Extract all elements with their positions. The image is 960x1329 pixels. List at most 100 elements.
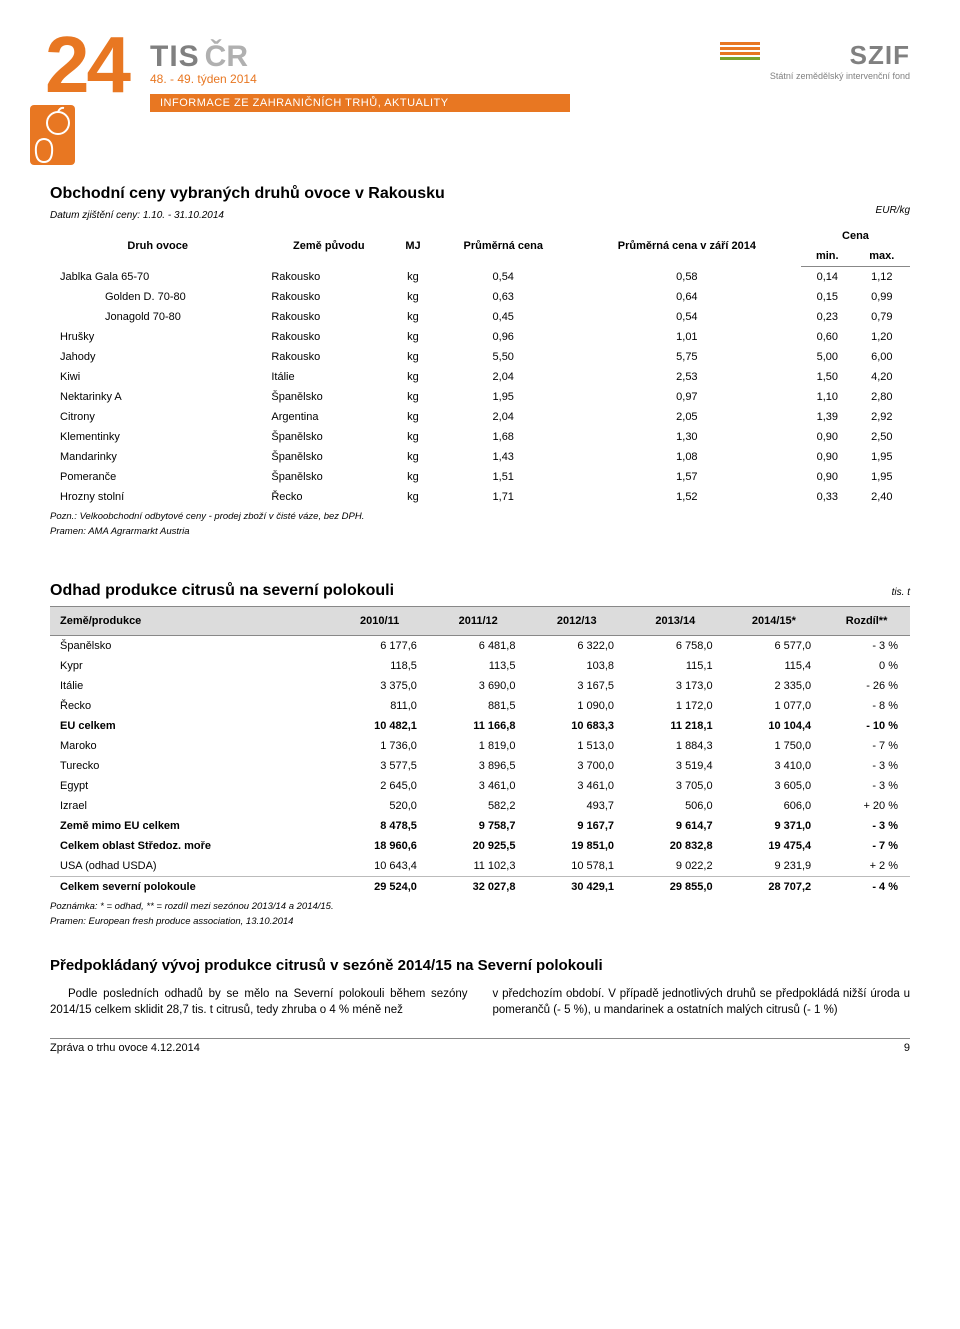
szif-text: SZIF bbox=[770, 40, 910, 71]
table-cell: Kiwi bbox=[50, 367, 265, 387]
sub-heading: Předpokládaný vývoj produkce citrusů v s… bbox=[50, 957, 910, 974]
table-cell: 3 577,5 bbox=[330, 756, 429, 776]
table-header-cell: 2010/11 bbox=[330, 607, 429, 636]
table-cell: 2 645,0 bbox=[330, 776, 429, 796]
table-cell: kg bbox=[392, 427, 433, 447]
table-cell: Rakousko bbox=[265, 287, 392, 307]
table-cell: 1,08 bbox=[573, 447, 801, 467]
table-cell: 0,79 bbox=[854, 307, 910, 327]
table-cell: Maroko bbox=[50, 736, 330, 756]
table-cell: 32 027,8 bbox=[429, 877, 528, 898]
table-cell: 28 707,2 bbox=[725, 877, 824, 898]
table-cell: 5,75 bbox=[573, 347, 801, 367]
table-cell: 1,01 bbox=[573, 327, 801, 347]
t1-h-zari: Průměrná cena v září 2014 bbox=[573, 226, 801, 267]
table-cell: - 7 % bbox=[823, 836, 910, 856]
table-cell: kg bbox=[392, 367, 433, 387]
table-row: Nektarinky AŠpanělskokg1,950,971,102,80 bbox=[50, 387, 910, 407]
table-cell: 0,64 bbox=[573, 287, 801, 307]
table-cell: 1,68 bbox=[434, 427, 573, 447]
table-cell: 18 960,6 bbox=[330, 836, 429, 856]
table1-date: Datum zjištění ceny: 1.10. - 31.10.2014 bbox=[50, 210, 224, 221]
table-cell: Turecko bbox=[50, 756, 330, 776]
table-cell: 1,57 bbox=[573, 467, 801, 487]
t1-h-cena: Cena bbox=[801, 226, 910, 246]
table-row: Celkem oblast Středoz. moře18 960,620 92… bbox=[50, 836, 910, 856]
table-cell: 1 819,0 bbox=[429, 736, 528, 756]
table-cell: 3 461,0 bbox=[429, 776, 528, 796]
table-cell: Argentina bbox=[265, 407, 392, 427]
table-cell: 1,95 bbox=[854, 467, 910, 487]
table-cell: Celkem oblast Středoz. moře bbox=[50, 836, 330, 856]
table-cell: EU celkem bbox=[50, 716, 330, 736]
table-cell: kg bbox=[392, 327, 433, 347]
table-cell: 1,39 bbox=[801, 407, 854, 427]
table-cell: kg bbox=[392, 387, 433, 407]
table-cell: 3 375,0 bbox=[330, 676, 429, 696]
table-row: Maroko1 736,01 819,01 513,01 884,31 750,… bbox=[50, 736, 910, 756]
table-cell: 6 481,8 bbox=[429, 636, 528, 657]
table-cell: 10 643,4 bbox=[330, 856, 429, 877]
t1-h-prumer: Průměrná cena bbox=[434, 226, 573, 267]
table-row: Turecko3 577,53 896,53 700,03 519,43 410… bbox=[50, 756, 910, 776]
table-cell: 113,5 bbox=[429, 656, 528, 676]
table1-unit: EUR/kg bbox=[876, 205, 910, 216]
table-header-cell: 2011/12 bbox=[429, 607, 528, 636]
table-cell: 10 482,1 bbox=[330, 716, 429, 736]
table-cell: 2,04 bbox=[434, 367, 573, 387]
table-cell: - 3 % bbox=[823, 756, 910, 776]
table-cell: 881,5 bbox=[429, 696, 528, 716]
table-cell: Hrušky bbox=[50, 327, 265, 347]
table-row: MandarinkyŠpanělskokg1,431,080,901,95 bbox=[50, 447, 910, 467]
table-header-cell: Země/produkce bbox=[50, 607, 330, 636]
table-row: Izrael520,0582,2493,7506,0606,0+ 20 % bbox=[50, 796, 910, 816]
table-cell: Citrony bbox=[50, 407, 265, 427]
table-cell: 3 461,0 bbox=[527, 776, 626, 796]
table-cell: 0,54 bbox=[434, 267, 573, 288]
table-cell: Země mimo EU celkem bbox=[50, 816, 330, 836]
table-cell: 6 577,0 bbox=[725, 636, 824, 657]
table-row: Golden D. 70-80Rakouskokg0,630,640,150,9… bbox=[50, 287, 910, 307]
table-cell: Řecko bbox=[265, 487, 392, 507]
table-cell: - 8 % bbox=[823, 696, 910, 716]
table-cell: 0,33 bbox=[801, 487, 854, 507]
table-row: Země mimo EU celkem8 478,59 758,79 167,7… bbox=[50, 816, 910, 836]
table2-title: Odhad produkce citrusů na severní poloko… bbox=[50, 582, 394, 600]
table-cell: kg bbox=[392, 407, 433, 427]
table-cell: Kypr bbox=[50, 656, 330, 676]
table-cell: 8 478,5 bbox=[330, 816, 429, 836]
table-cell: Rakousko bbox=[265, 327, 392, 347]
table-cell: 9 231,9 bbox=[725, 856, 824, 877]
table-cell: Mandarinky bbox=[50, 447, 265, 467]
table-cell: 0,90 bbox=[801, 447, 854, 467]
table-cell: 118,5 bbox=[330, 656, 429, 676]
t1-h-mj: MJ bbox=[392, 226, 433, 267]
table-cell: kg bbox=[392, 307, 433, 327]
table-cell: Hrozny stolní bbox=[50, 487, 265, 507]
table-row: PomerančeŠpanělskokg1,511,570,901,95 bbox=[50, 467, 910, 487]
table-cell: 30 429,1 bbox=[527, 877, 626, 898]
week-label: 48. - 49. týden 2014 bbox=[150, 72, 570, 86]
table-cell: Egypt bbox=[50, 776, 330, 796]
body-text: Podle posledních odhadů by se mělo na Se… bbox=[50, 986, 910, 1018]
table-cell: 582,2 bbox=[429, 796, 528, 816]
table-cell: Rakousko bbox=[265, 307, 392, 327]
table-cell: - 10 % bbox=[823, 716, 910, 736]
table-cell: 0,23 bbox=[801, 307, 854, 327]
table-cell: 1,20 bbox=[854, 327, 910, 347]
table-cell: 103,8 bbox=[527, 656, 626, 676]
table-cell: 1 513,0 bbox=[527, 736, 626, 756]
page-header: 24 TISČR 48. - 49. týden 2014 INFORMACE … bbox=[50, 40, 910, 135]
table-cell: 1,95 bbox=[854, 447, 910, 467]
table-cell: 3 605,0 bbox=[725, 776, 824, 796]
table-cell: Řecko bbox=[50, 696, 330, 716]
table-cell: 6 177,6 bbox=[330, 636, 429, 657]
table-cell: - 4 % bbox=[823, 877, 910, 898]
table-cell: 1,43 bbox=[434, 447, 573, 467]
table-cell: Klementinky bbox=[50, 427, 265, 447]
table2-unit: tis. t bbox=[892, 587, 910, 598]
table1-title: Obchodní ceny vybraných druhů ovoce v Ra… bbox=[50, 185, 910, 203]
table-cell: 3 410,0 bbox=[725, 756, 824, 776]
issue-number: 24 bbox=[45, 25, 128, 105]
table-cell: 0,97 bbox=[573, 387, 801, 407]
